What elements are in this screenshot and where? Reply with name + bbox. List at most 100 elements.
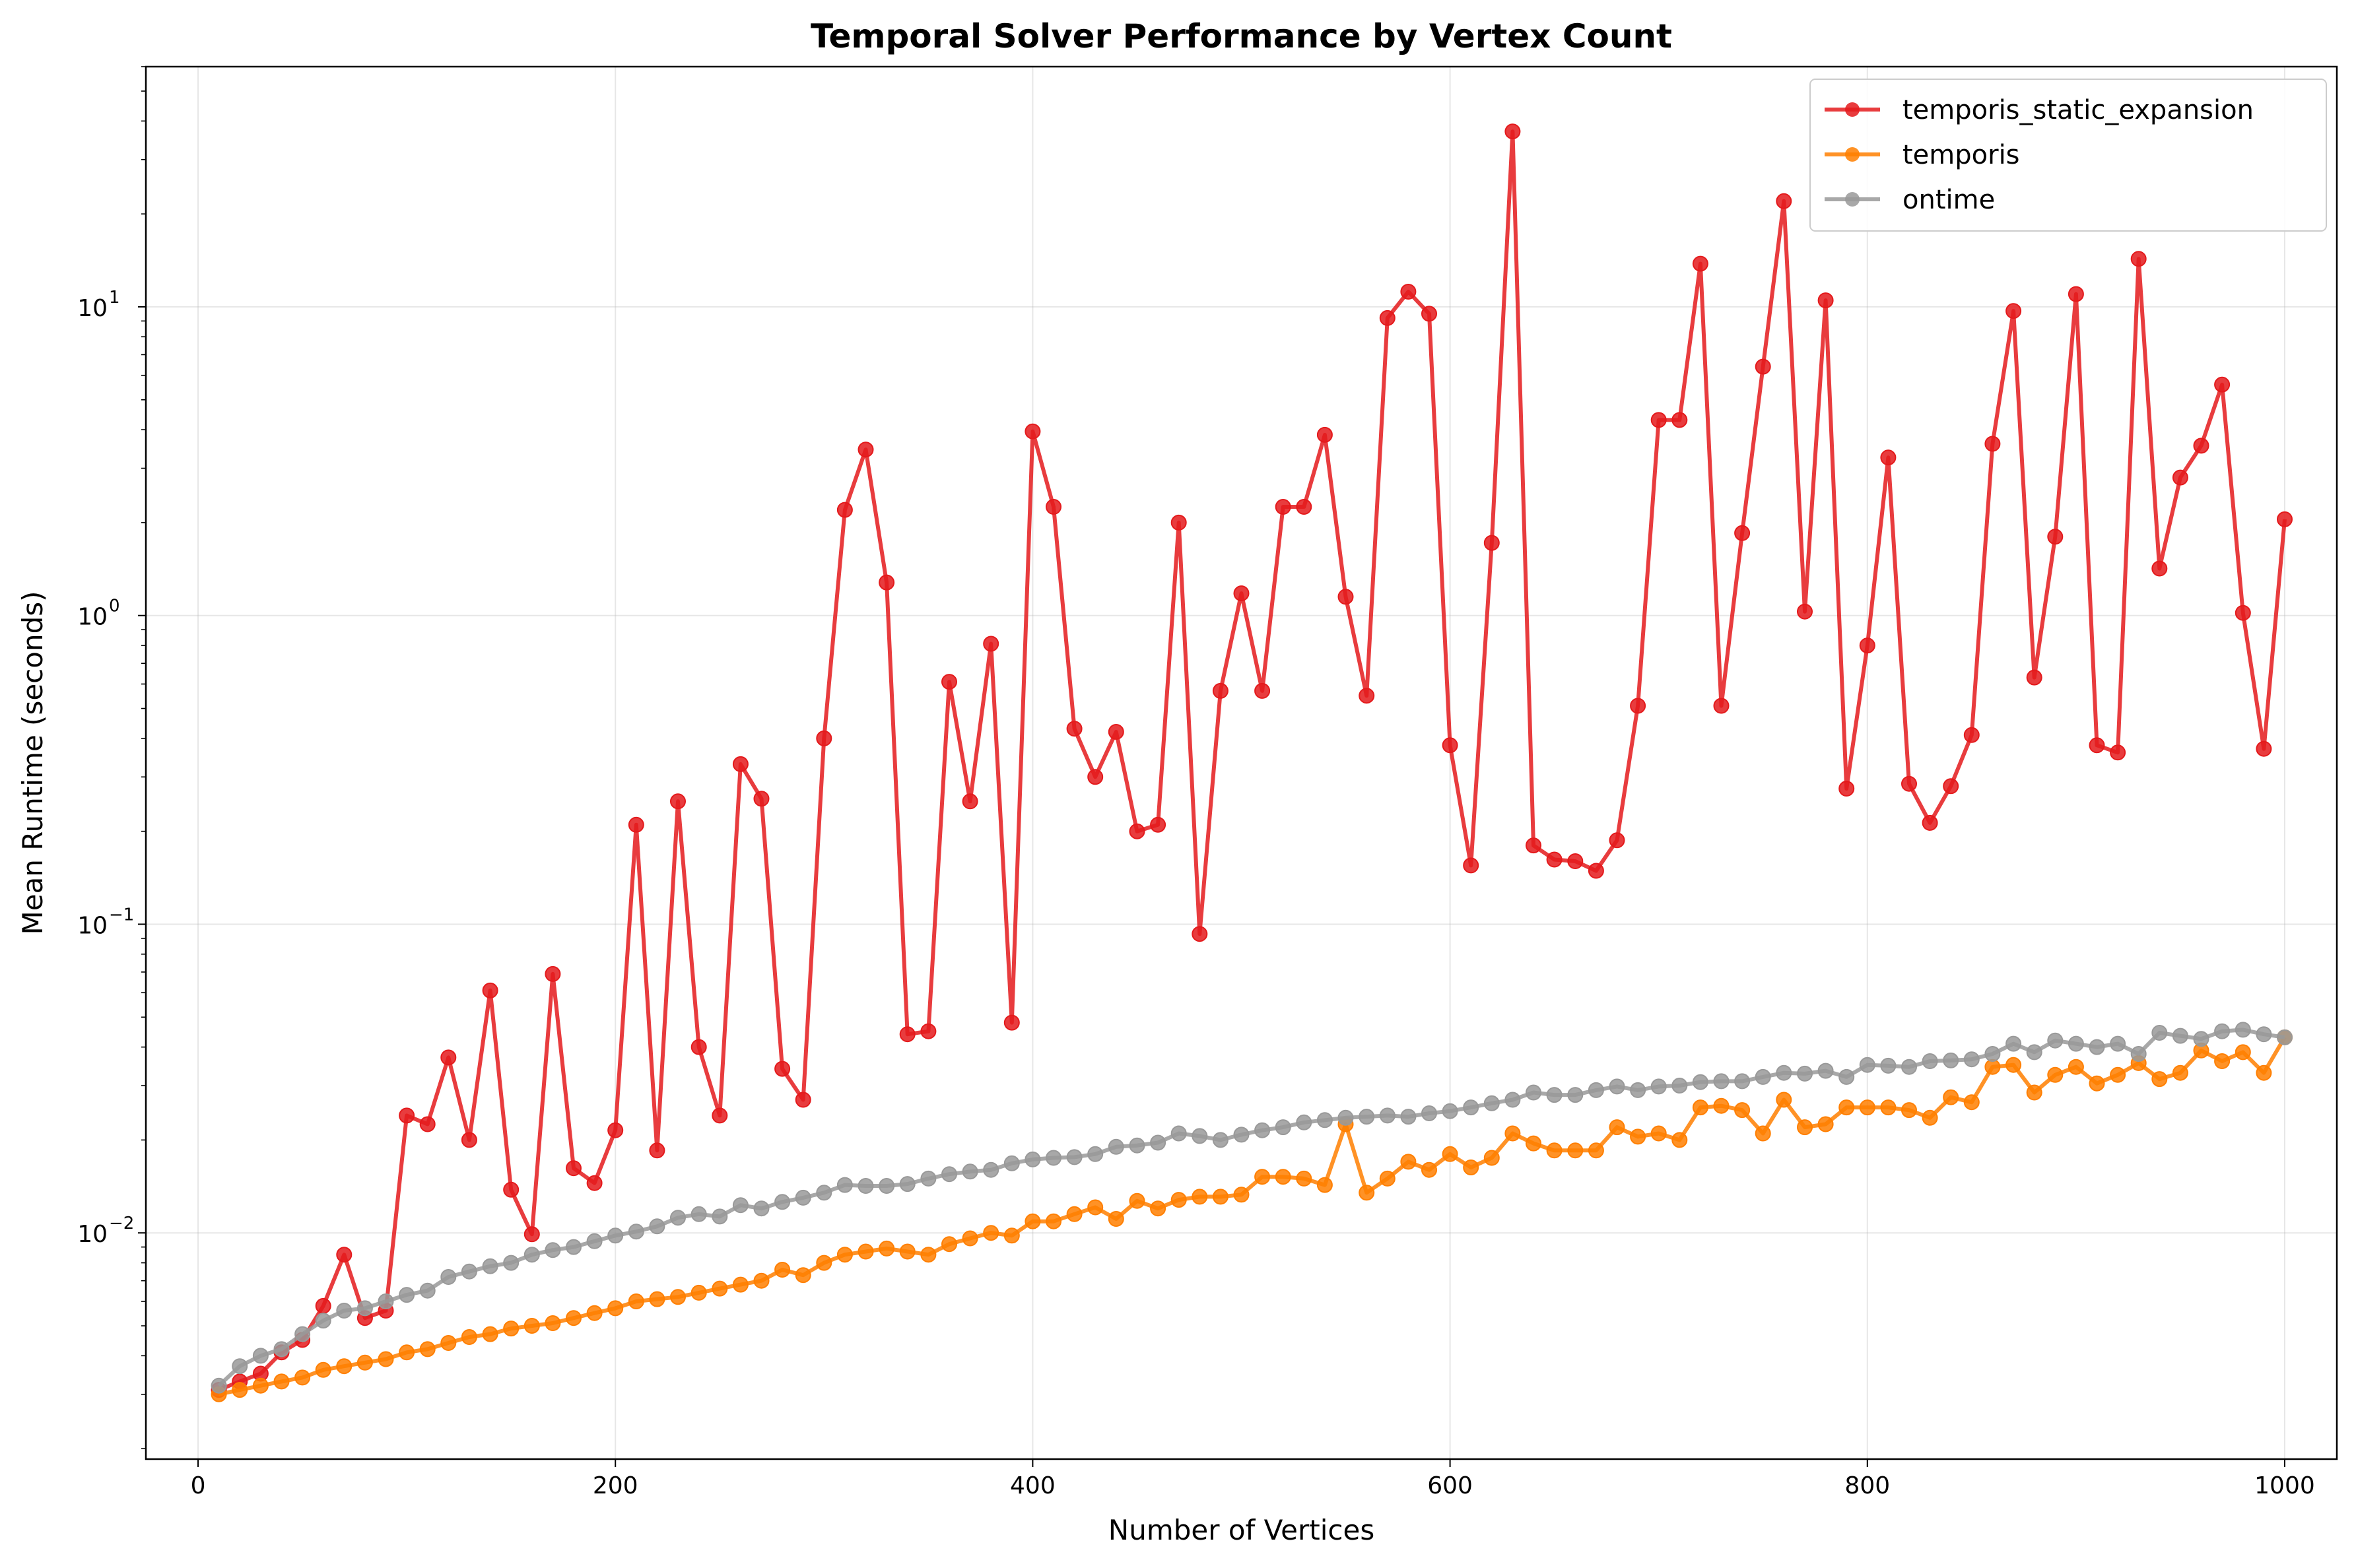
data-point — [461, 1263, 477, 1280]
data-point — [1776, 1092, 1792, 1108]
data-point — [419, 1282, 436, 1299]
data-point — [1630, 1128, 1646, 1145]
data-point — [273, 1341, 290, 1357]
data-point — [1483, 535, 1500, 551]
data-point — [566, 1160, 582, 1177]
data-point — [2047, 1066, 2064, 1083]
data-point — [1254, 1122, 1271, 1138]
data-point — [1588, 1142, 1604, 1159]
data-point — [1212, 1132, 1228, 1148]
data-point — [816, 1185, 832, 1201]
data-point — [1546, 851, 1563, 868]
data-point — [315, 1297, 331, 1314]
data-point — [712, 1107, 728, 1124]
data-point — [1838, 1099, 1855, 1116]
data-point — [1588, 863, 1604, 879]
data-point — [712, 1280, 728, 1297]
data-point — [545, 1242, 561, 1258]
data-point — [2026, 1084, 2042, 1101]
data-point — [419, 1116, 436, 1132]
data-point — [1692, 255, 1708, 272]
data-point — [774, 1061, 791, 1077]
data-point — [1150, 1200, 1166, 1217]
data-point — [2277, 511, 2293, 527]
data-point — [2110, 1066, 2126, 1083]
data-point — [2005, 303, 2022, 319]
data-point — [356, 1354, 373, 1371]
data-point — [2089, 1039, 2105, 1055]
data-point — [294, 1369, 311, 1386]
data-point — [1483, 1150, 1500, 1166]
data-point — [628, 816, 644, 833]
data-point — [482, 982, 498, 998]
data-point — [1233, 1127, 1250, 1143]
data-point — [607, 1122, 624, 1138]
data-point — [1379, 310, 1396, 326]
data-point — [941, 1236, 957, 1253]
y-axis-label: Mean Runtime (seconds) — [17, 591, 49, 934]
data-point — [774, 1262, 791, 1278]
data-point — [1003, 1227, 1020, 1244]
data-point — [336, 1358, 353, 1375]
data-point — [419, 1341, 436, 1357]
data-point — [2110, 1035, 2126, 1052]
chart-title: Temporal Solver Performance by Vertex Co… — [811, 17, 1672, 55]
data-point — [941, 674, 957, 690]
data-point — [1129, 1137, 1145, 1154]
data-point — [523, 1318, 540, 1334]
y-tick-base: 10 — [77, 604, 108, 631]
data-point — [503, 1321, 520, 1337]
data-point — [1463, 857, 1479, 874]
data-point — [836, 1177, 853, 1193]
data-point — [1922, 1109, 1938, 1126]
data-point — [1713, 1097, 1730, 1114]
data-point — [482, 1258, 498, 1274]
data-point — [1817, 1116, 1834, 1132]
data-point — [1671, 1132, 1688, 1148]
data-point — [879, 574, 895, 591]
data-point — [816, 730, 832, 746]
data-point — [1046, 1213, 1061, 1229]
data-point — [1359, 688, 1375, 704]
plot-frame — [145, 65, 2338, 1460]
data-point — [378, 1293, 394, 1309]
data-point — [2256, 740, 2272, 757]
data-point — [1609, 1119, 1625, 1136]
data-point — [1275, 1169, 1291, 1185]
data-point — [1046, 499, 1061, 515]
data-point — [1922, 1053, 1938, 1069]
data-point — [1296, 499, 1312, 515]
data-point — [1755, 1068, 1771, 1085]
data-point — [607, 1300, 624, 1317]
y-tick-exponent: 0 — [109, 597, 120, 616]
data-point — [1025, 423, 1041, 440]
data-point — [1442, 737, 1458, 754]
data-point — [1859, 637, 1875, 654]
data-point — [1901, 1102, 1917, 1119]
data-point — [1400, 1154, 1417, 1170]
data-point — [1943, 1089, 1959, 1105]
data-point — [1421, 306, 1437, 322]
x-tick-label: 400 — [1010, 1472, 1056, 1499]
data-point — [586, 1233, 603, 1249]
data-point — [983, 636, 999, 652]
data-point — [2026, 1044, 2042, 1061]
data-point — [1922, 814, 1938, 831]
data-point — [2026, 669, 2042, 686]
data-point — [336, 1303, 353, 1319]
data-point — [2256, 1026, 2272, 1043]
data-point — [858, 1243, 874, 1260]
data-point — [1359, 1185, 1375, 1201]
data-point — [753, 791, 770, 807]
data-point — [336, 1247, 353, 1263]
y-tick-label: 10 — [77, 912, 108, 939]
data-point — [523, 1247, 540, 1263]
data-point — [1880, 1057, 1897, 1074]
data-point — [1129, 823, 1145, 839]
data-point — [1025, 1213, 1041, 1229]
data-point — [1943, 1052, 1959, 1068]
data-point — [211, 1377, 227, 1394]
data-point — [1526, 1084, 1541, 1101]
data-point — [1442, 1103, 1458, 1119]
